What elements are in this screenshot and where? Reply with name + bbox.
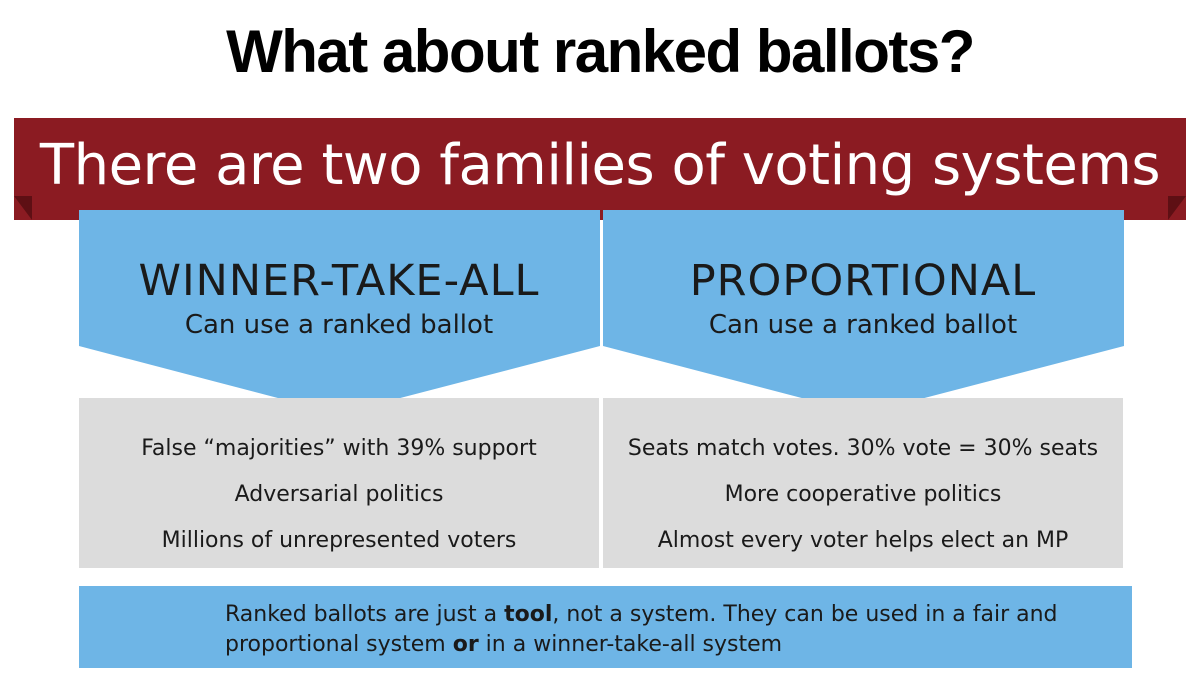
note-text: Ranked ballots are just a tool, not a sy… [225, 600, 1105, 660]
banner [14, 118, 1186, 220]
note-part: in a winner-take-all system [478, 632, 783, 657]
winner-take-all-traits: False “majorities” with 39% support Adve… [79, 398, 599, 568]
winner-take-all-arrow [79, 210, 600, 414]
proportional-title: PROPORTIONAL [689, 256, 1037, 306]
trait-item: Seats match votes. 30% vote = 30% seats [627, 436, 1099, 461]
winner-take-all-subtitle: Can use a ranked ballot [184, 310, 494, 340]
proportional-subtitle: Can use a ranked ballot [708, 310, 1018, 340]
trait-item: False “majorities” with 39% support [141, 436, 537, 461]
page-title: What about ranked ballots? [226, 18, 975, 85]
note-part: Ranked ballots are just a [225, 602, 505, 627]
trait-item: Millions of unrepresented voters [161, 528, 517, 553]
note-emphasis-tool: tool [504, 602, 553, 627]
note-emphasis-or: or [452, 632, 479, 657]
proportional-header: PROPORTIONAL Can use a ranked ballot [603, 255, 1123, 343]
winner-take-all-header: WINNER-TAKE-ALL Can use a ranked ballot [79, 255, 599, 343]
trait-item: Adversarial politics [234, 482, 444, 507]
trait-item: Almost every voter helps elect an MP [657, 528, 1069, 553]
proportional-traits: Seats match votes. 30% vote = 30% seats … [603, 398, 1123, 568]
banner-text: There are two families of voting systems [39, 133, 1161, 198]
trait-item: More cooperative politics [724, 482, 1002, 507]
banner-fold-right [1168, 196, 1186, 220]
ranked-ballot-note: Ranked ballots are just a tool, not a sy… [79, 586, 1132, 668]
note-part: , not a system. They can be used in a fa… [225, 602, 1058, 657]
winner-take-all-title: WINNER-TAKE-ALL [138, 256, 540, 306]
proportional-arrow [603, 210, 1124, 414]
banner-fold-left [14, 196, 32, 220]
